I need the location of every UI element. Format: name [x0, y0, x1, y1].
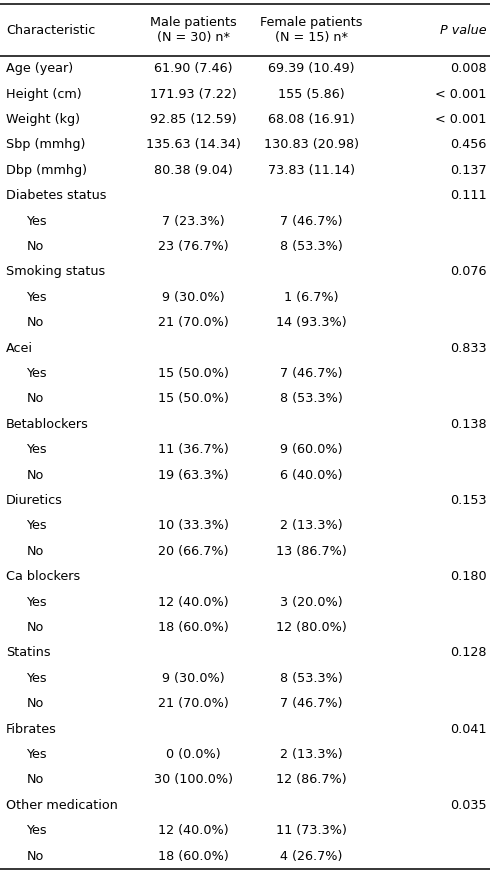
Text: No: No: [26, 849, 44, 863]
Text: 171.93 (7.22): 171.93 (7.22): [150, 87, 237, 101]
Text: 0.153: 0.153: [450, 494, 487, 507]
Text: < 0.001: < 0.001: [435, 113, 487, 126]
Text: 7 (46.7%): 7 (46.7%): [280, 215, 343, 227]
Text: 4 (26.7%): 4 (26.7%): [280, 849, 343, 863]
Text: Height (cm): Height (cm): [6, 87, 81, 101]
Text: 0.076: 0.076: [450, 266, 487, 278]
Text: 69.39 (10.49): 69.39 (10.49): [268, 62, 354, 75]
Text: 19 (63.3%): 19 (63.3%): [158, 468, 229, 482]
Text: Diuretics: Diuretics: [6, 494, 63, 507]
Text: Yes: Yes: [26, 215, 47, 227]
Text: 21 (70.0%): 21 (70.0%): [158, 316, 229, 329]
Text: 13 (86.7%): 13 (86.7%): [276, 545, 346, 558]
Text: 6 (40.0%): 6 (40.0%): [280, 468, 343, 482]
Text: 15 (50.0%): 15 (50.0%): [158, 392, 229, 405]
Text: 12 (40.0%): 12 (40.0%): [158, 824, 229, 838]
Text: 68.08 (16.91): 68.08 (16.91): [268, 113, 355, 126]
Text: 3 (20.0%): 3 (20.0%): [280, 596, 343, 608]
Text: 0.138: 0.138: [450, 417, 487, 431]
Text: Yes: Yes: [26, 672, 47, 685]
Text: 11 (73.3%): 11 (73.3%): [276, 824, 346, 838]
Text: 0.833: 0.833: [450, 342, 487, 355]
Text: 92.85 (12.59): 92.85 (12.59): [150, 113, 237, 126]
Text: 2 (13.3%): 2 (13.3%): [280, 748, 343, 761]
Text: 0.128: 0.128: [450, 647, 487, 659]
Text: Male patients
(N = 30) n*: Male patients (N = 30) n*: [150, 16, 237, 44]
Text: No: No: [26, 316, 44, 329]
Text: 2 (13.3%): 2 (13.3%): [280, 519, 343, 533]
Text: 0.008: 0.008: [450, 62, 487, 75]
Text: No: No: [26, 698, 44, 710]
Text: No: No: [26, 621, 44, 634]
Text: Yes: Yes: [26, 367, 47, 380]
Text: 61.90 (7.46): 61.90 (7.46): [154, 62, 233, 75]
Text: 0.041: 0.041: [450, 723, 487, 736]
Text: Ca blockers: Ca blockers: [6, 570, 80, 583]
Text: Acei: Acei: [6, 342, 33, 355]
Text: 11 (36.7%): 11 (36.7%): [158, 443, 229, 456]
Text: 8 (53.3%): 8 (53.3%): [280, 240, 343, 253]
Text: Dbp (mmhg): Dbp (mmhg): [6, 164, 87, 177]
Text: 7 (46.7%): 7 (46.7%): [280, 367, 343, 380]
Text: 10 (33.3%): 10 (33.3%): [158, 519, 229, 533]
Text: 20 (66.7%): 20 (66.7%): [158, 545, 229, 558]
Text: Yes: Yes: [26, 596, 47, 608]
Text: Other medication: Other medication: [6, 799, 118, 812]
Text: 9 (30.0%): 9 (30.0%): [162, 672, 225, 685]
Text: 12 (40.0%): 12 (40.0%): [158, 596, 229, 608]
Text: Sbp (mmhg): Sbp (mmhg): [6, 138, 85, 152]
Text: No: No: [26, 545, 44, 558]
Text: 135.63 (14.34): 135.63 (14.34): [146, 138, 241, 152]
Text: 21 (70.0%): 21 (70.0%): [158, 698, 229, 710]
Text: 130.83 (20.98): 130.83 (20.98): [264, 138, 359, 152]
Text: Statins: Statins: [6, 647, 50, 659]
Text: P value: P value: [440, 23, 487, 37]
Text: Yes: Yes: [26, 291, 47, 304]
Text: Diabetes status: Diabetes status: [6, 189, 106, 202]
Text: 0.456: 0.456: [450, 138, 487, 152]
Text: Age (year): Age (year): [6, 62, 73, 75]
Text: Yes: Yes: [26, 824, 47, 838]
Text: No: No: [26, 773, 44, 787]
Text: 30 (100.0%): 30 (100.0%): [154, 773, 233, 787]
Text: 0.180: 0.180: [450, 570, 487, 583]
Text: Fibrates: Fibrates: [6, 723, 57, 736]
Text: No: No: [26, 240, 44, 253]
Text: Betablockers: Betablockers: [6, 417, 89, 431]
Text: 18 (60.0%): 18 (60.0%): [158, 621, 229, 634]
Text: Weight (kg): Weight (kg): [6, 113, 80, 126]
Text: < 0.001: < 0.001: [435, 87, 487, 101]
Text: 14 (93.3%): 14 (93.3%): [276, 316, 346, 329]
Text: 0 (0.0%): 0 (0.0%): [166, 748, 221, 761]
Text: 0.035: 0.035: [450, 799, 487, 812]
Text: 0.111: 0.111: [450, 189, 487, 202]
Text: 1 (6.7%): 1 (6.7%): [284, 291, 339, 304]
Text: 155 (5.86): 155 (5.86): [278, 87, 344, 101]
Text: 80.38 (9.04): 80.38 (9.04): [154, 164, 233, 177]
Text: 15 (50.0%): 15 (50.0%): [158, 367, 229, 380]
Text: 12 (86.7%): 12 (86.7%): [276, 773, 346, 787]
Text: Yes: Yes: [26, 519, 47, 533]
Text: 7 (46.7%): 7 (46.7%): [280, 698, 343, 710]
Text: 9 (30.0%): 9 (30.0%): [162, 291, 225, 304]
Text: No: No: [26, 468, 44, 482]
Text: Female patients
(N = 15) n*: Female patients (N = 15) n*: [260, 16, 363, 44]
Text: 23 (76.7%): 23 (76.7%): [158, 240, 229, 253]
Text: No: No: [26, 392, 44, 405]
Text: 9 (60.0%): 9 (60.0%): [280, 443, 343, 456]
Text: Characteristic: Characteristic: [6, 23, 95, 37]
Text: 8 (53.3%): 8 (53.3%): [280, 392, 343, 405]
Text: 8 (53.3%): 8 (53.3%): [280, 672, 343, 685]
Text: 18 (60.0%): 18 (60.0%): [158, 849, 229, 863]
Text: 12 (80.0%): 12 (80.0%): [276, 621, 346, 634]
Text: Yes: Yes: [26, 443, 47, 456]
Text: 7 (23.3%): 7 (23.3%): [162, 215, 225, 227]
Text: Smoking status: Smoking status: [6, 266, 105, 278]
Text: 0.137: 0.137: [450, 164, 487, 177]
Text: Yes: Yes: [26, 748, 47, 761]
Text: 73.83 (11.14): 73.83 (11.14): [268, 164, 355, 177]
